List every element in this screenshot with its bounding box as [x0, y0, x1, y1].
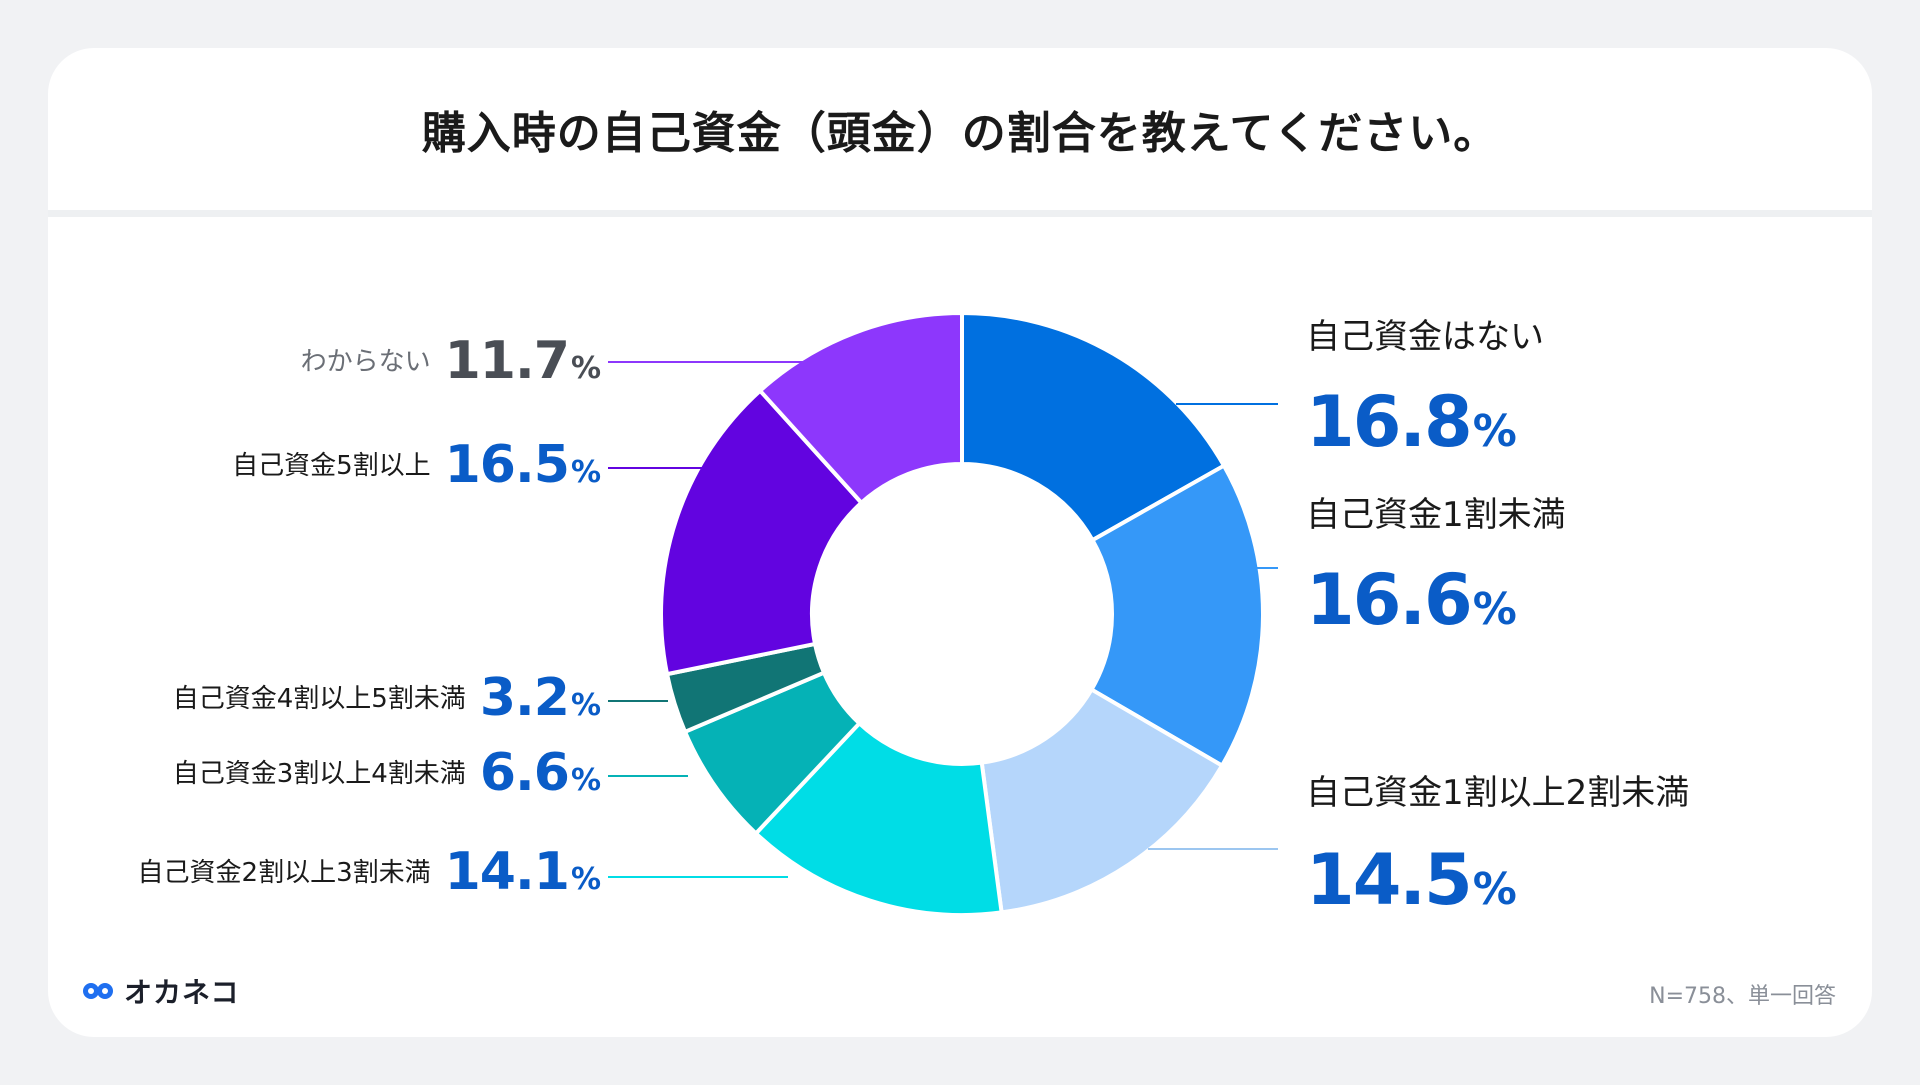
donut-chart: 自己資金はない 16.8% 自己資金1割未満 16.6% 自己資金1割以上2割未満 14.…	[138, 311, 1689, 921]
slice-value-2: 16.6%	[1306, 559, 1516, 641]
percent-sign: %	[1473, 584, 1516, 635]
percent-sign: %	[571, 351, 601, 386]
donut-slice-8	[758, 311, 964, 505]
chart-card: 購入時の自己資金（頭金）の割合を教えてください。 自己資金はない 16.8% 自己資…	[48, 48, 1872, 1037]
donut-slice-4	[753, 721, 1004, 917]
donut-slice-3	[979, 687, 1225, 915]
slice-label-8: わからない	[301, 347, 431, 377]
slice-label-2: 自己資金1割未満	[1306, 495, 1566, 535]
slice-value-5: 6.6%	[480, 743, 601, 803]
slice-value-7: 16.5%	[445, 435, 601, 495]
percent-sign: %	[571, 763, 601, 798]
slice-label-3: 自己資金1割以上2割未満	[1306, 773, 1689, 813]
donut-slice-2	[1089, 463, 1265, 768]
slice-label-4: 自己資金2割以上3割未満	[138, 858, 431, 888]
slice-label-5: 自己資金3割以上4割未満	[173, 759, 466, 789]
slice-label-6: 自己資金4割以上5割未満	[173, 684, 466, 714]
brand-name: オカネコ	[124, 976, 240, 1009]
slice-label-7: 自己資金5割以上	[232, 451, 431, 481]
percent-sign: %	[571, 862, 601, 897]
brand-mark-icon	[83, 983, 113, 999]
brand-logo: オカネコ	[82, 973, 239, 1009]
slice-value-8: 11.7%	[445, 331, 601, 391]
slice-label-1: 自己資金はない	[1306, 317, 1544, 357]
title-divider	[48, 210, 1872, 217]
percent-sign: %	[571, 455, 601, 490]
chart-title: 購入時の自己資金（頭金）の割合を教えてください。	[421, 108, 1499, 159]
donut-slice-7	[659, 388, 864, 677]
sample-note: N=758、単一回答	[1649, 984, 1836, 1009]
percent-sign: %	[1473, 406, 1516, 457]
slice-value-1: 16.8%	[1306, 381, 1516, 463]
percent-sign: %	[571, 688, 601, 723]
slice-value-3: 14.5%	[1306, 839, 1516, 921]
slice-value-4: 14.1%	[445, 842, 601, 902]
percent-sign: %	[1473, 864, 1516, 915]
slice-value-6: 3.2%	[480, 668, 601, 728]
donut-slice-1	[960, 311, 1226, 543]
